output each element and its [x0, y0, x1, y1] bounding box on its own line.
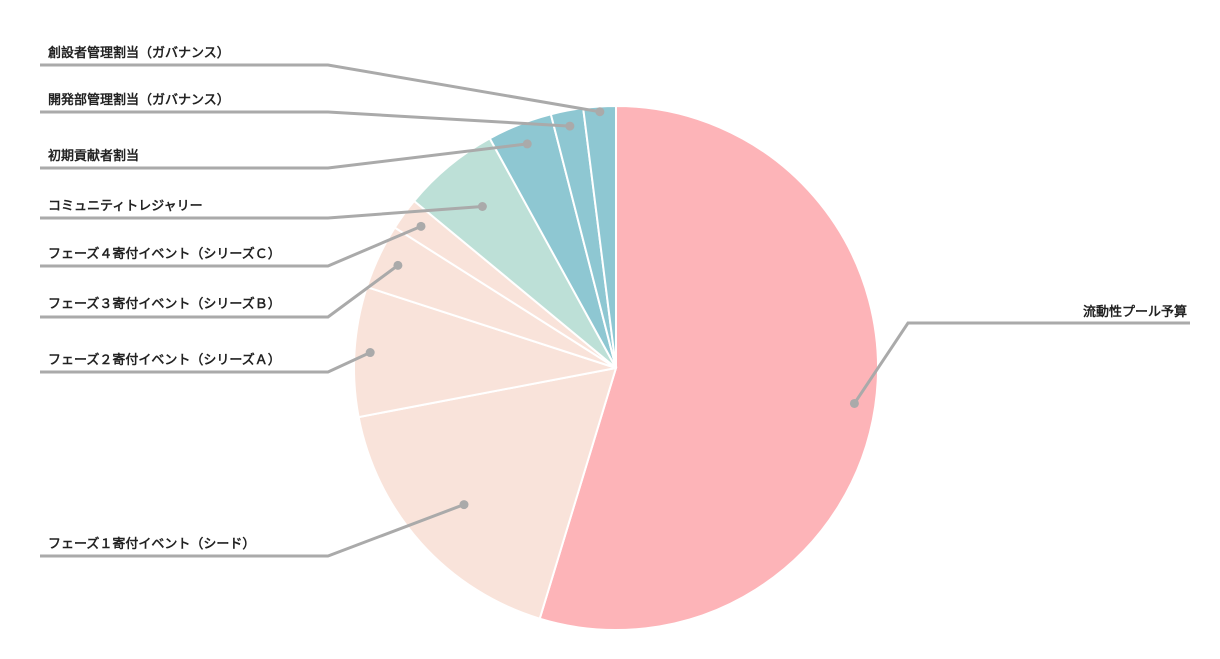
leader-line — [40, 224, 422, 268]
slice-label: フェーズ４寄付イベント（シリーズＣ） — [48, 246, 281, 262]
leader-line — [40, 63, 601, 114]
leader-line — [40, 205, 483, 220]
leader-dot — [595, 107, 605, 117]
leader-dot — [849, 398, 859, 408]
slice-label: 初期貢献者割当 — [48, 148, 139, 164]
leader-line — [853, 321, 1190, 405]
leader-dot — [565, 121, 575, 131]
leader-dot — [522, 139, 532, 149]
slice-label: 開発部管理割当（ガバナンス） — [48, 92, 230, 108]
leader-dot — [459, 500, 469, 510]
leader-line — [40, 264, 399, 319]
leader-line — [40, 110, 570, 128]
leader-line — [40, 503, 465, 558]
leader-dot — [365, 348, 375, 358]
pie-slice — [353, 285, 617, 419]
slice-label: コミュニティトレジャリー — [48, 199, 203, 214]
slice-label: フェーズ２寄付イベント（シリーズＡ） — [48, 352, 281, 368]
slice-label: フェーズ３寄付イベント（シリーズＢ） — [48, 296, 281, 312]
leader-line — [40, 351, 371, 374]
leader-dot — [416, 221, 426, 231]
slice-label: 流動性プール予算 — [1083, 304, 1187, 320]
slice-label: フェーズ１寄付イベント（シード） — [48, 536, 255, 552]
pie-slice — [357, 366, 618, 620]
leader-dot — [477, 202, 487, 212]
leader-line — [40, 142, 528, 170]
slice-label: 創設者管理割当（ガバナンス） — [47, 45, 230, 61]
slices-layer — [353, 104, 879, 631]
pie-slice — [538, 104, 879, 631]
leader-dot — [393, 260, 403, 270]
leader-lines-layer — [40, 63, 1190, 558]
